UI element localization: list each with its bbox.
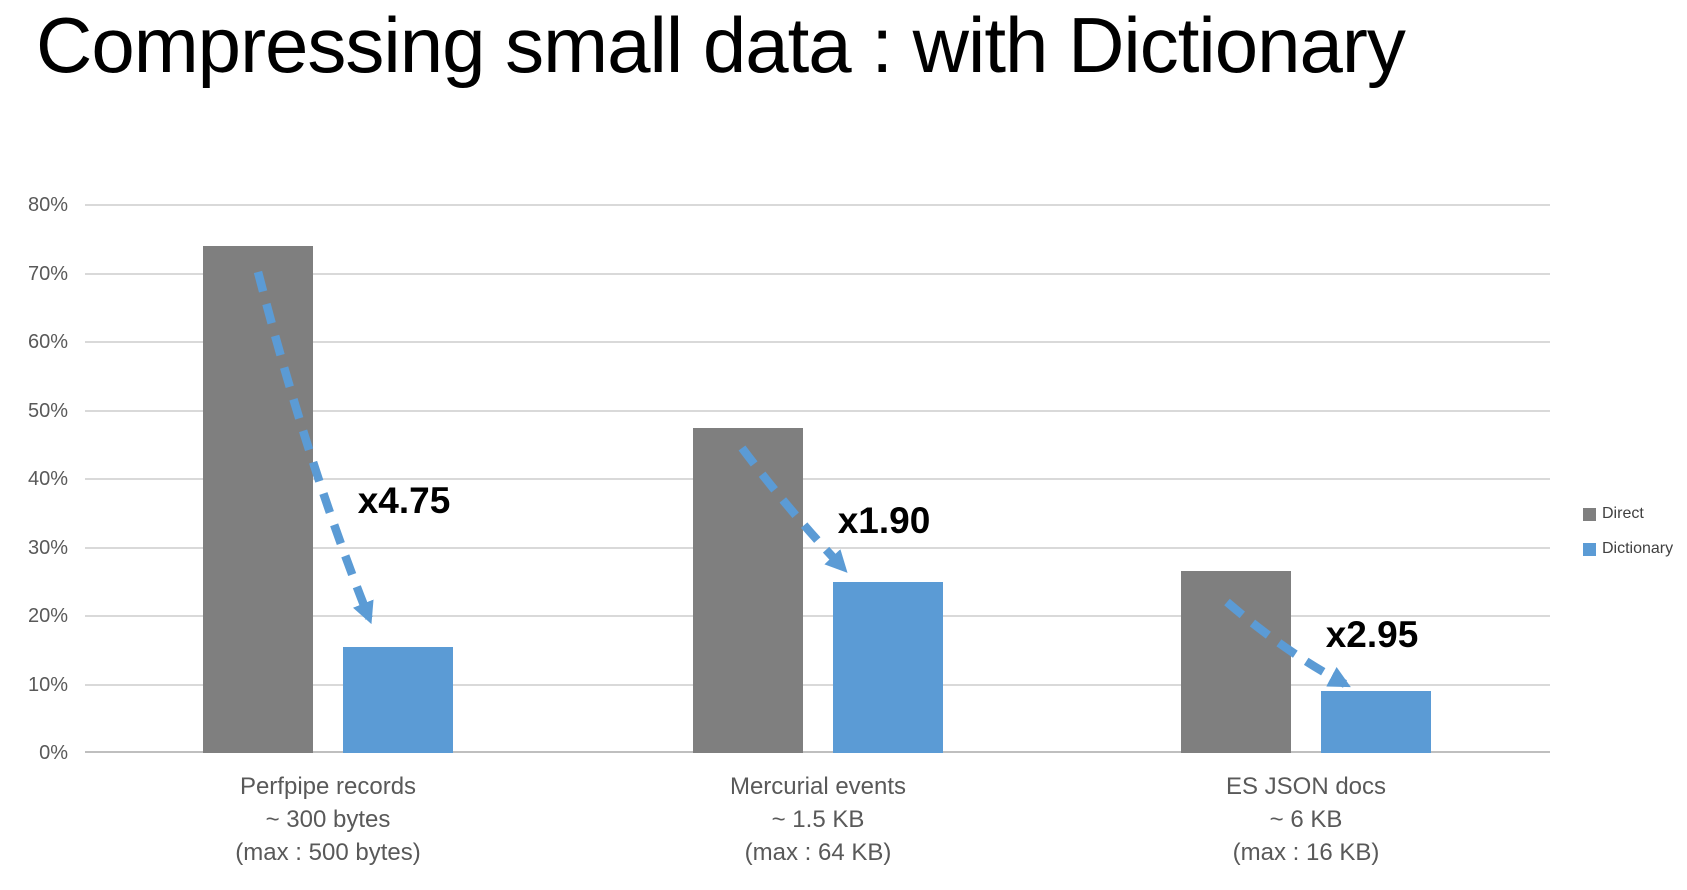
category-label-line: ~ 1.5 KB (771, 806, 865, 833)
bar-direct-perfpipe (203, 246, 313, 753)
category-label-mercurial: Mercurial events ~ 1.5 KB (max : 64 KB) (598, 770, 1038, 869)
legend-entry-dictionary: Dictionary (1583, 540, 1673, 558)
legend: Direct Dictionary (1583, 505, 1673, 575)
category-label-line: (max : 16 KB) (1232, 839, 1380, 866)
legend-label-direct: Direct (1602, 505, 1644, 522)
legend-swatch-dictionary (1583, 542, 1596, 556)
category-label-line: Perfpipe records (239, 773, 417, 800)
bar-direct-esjson (1181, 571, 1291, 753)
gridline-10% (85, 683, 1550, 686)
y-tick-20%: 20% (27, 605, 68, 627)
y-tick-40%: 40% (27, 468, 68, 490)
y-tick-0%: 0% (39, 742, 68, 764)
bar-direct-mercurial (693, 427, 803, 753)
ratio-annotation-perfpipe: x4.75 (357, 480, 451, 521)
plot-area (85, 204, 1550, 753)
category-label-line: ~ 300 bytes (265, 806, 391, 833)
bar-dictionary-perfpipe (343, 646, 453, 753)
category-label-line: ES JSON docs (1225, 773, 1387, 800)
gridline-50% (85, 409, 1550, 412)
bar-dictionary-mercurial (833, 581, 943, 753)
y-tick-10%: 10% (27, 673, 68, 696)
legend-swatch-direct (1583, 507, 1596, 521)
category-label-perfpipe: Perfpipe records ~ 300 bytes (max : 500 … (108, 770, 548, 869)
y-tick-80%: 80% (27, 194, 68, 216)
x-axis-line (85, 751, 1550, 753)
bar-dictionary-esjson (1321, 691, 1431, 753)
y-tick-70%: 70% (27, 262, 68, 285)
category-label-line: (max : 500 bytes) (235, 839, 421, 866)
gridline-20% (85, 615, 1550, 617)
y-tick-60%: 60% (27, 331, 68, 353)
bar-group-mercurial (693, 205, 943, 753)
legend-entry-direct: Direct (1583, 505, 1673, 523)
bar-group-perfpipe (203, 205, 453, 753)
y-tick-30%: 30% (27, 536, 68, 559)
category-label-line: (max : 64 KB) (744, 839, 892, 866)
gridline-60% (85, 341, 1550, 343)
gridline-70% (85, 272, 1550, 275)
category-label-line: Mercurial events (729, 773, 907, 800)
ratio-annotation-esjson: x2.95 (1325, 614, 1419, 655)
gridline-80% (85, 204, 1550, 206)
category-label-esjson: ES JSON docs ~ 6 KB (max : 16 KB) (1086, 770, 1526, 869)
legend-label-dictionary: Dictionary (1602, 540, 1674, 557)
bar-group-esjson (1181, 205, 1431, 753)
category-label-line: ~ 6 KB (1269, 806, 1343, 833)
slide-title: Compressing small data : with Dictionary (36, 1, 1406, 89)
y-tick-50%: 50% (27, 399, 68, 422)
ratio-annotation-mercurial: x1.90 (837, 500, 931, 541)
